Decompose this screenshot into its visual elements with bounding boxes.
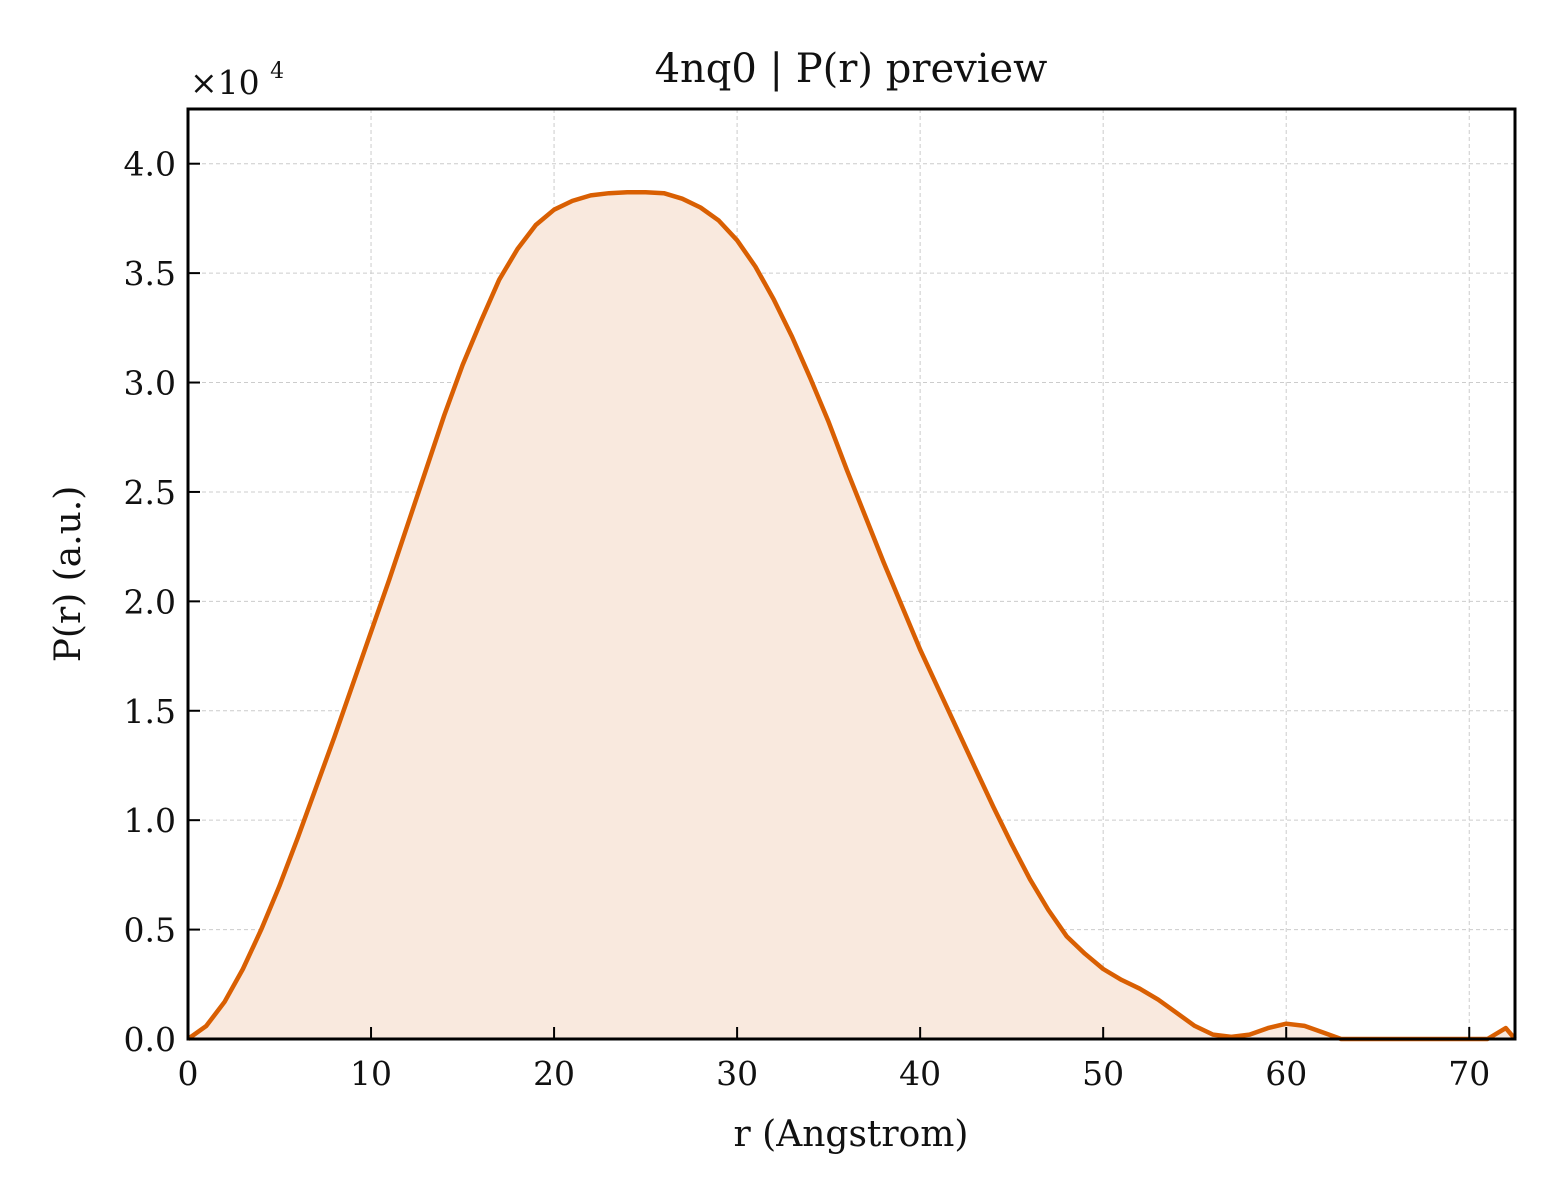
y-tick-label: 3.5 [124,254,176,293]
x-tick-label: 50 [1082,1054,1124,1093]
area-fill [188,192,1515,1039]
y-axis-multiplier: ×10 4 [190,59,284,102]
y-tick-label: 2.0 [124,582,176,621]
x-tick-label: 40 [899,1054,941,1093]
ticks: 0 10 20 30 40 50 60 70 0.0 0.5 1.0 1.5 2.0 2.5 3.0 3.5 4… [124,145,1491,1093]
x-tick-label: 60 [1265,1054,1307,1093]
y-tick-label: 0.5 [124,911,176,950]
x-tick-label: 20 [533,1054,575,1093]
plot-frame [186,107,1517,1041]
x-tick-label: 10 [350,1054,392,1093]
x-tick-label: 0 [178,1054,199,1093]
y-tick-label: 1.5 [124,692,176,731]
x-tick-label: 30 [716,1054,758,1093]
series-line [186,189,1517,1042]
y-tick-label: 2.5 [124,473,176,512]
y-axis-multiplier-exponent: 4 [270,59,284,84]
y-tick-label: 3.0 [124,364,176,403]
y-tick-label: 4.0 [124,145,176,184]
x-axis-label: r (Angstrom) [734,1114,969,1155]
chart-title: 4nq0 | P(r) preview [655,46,1048,92]
y-axis-label: P(r) (a.u.) [48,486,89,663]
y-tick-label: 0.0 [124,1020,176,1059]
y-axis-multiplier-base: ×10 [190,63,260,102]
y-tick-label: 1.0 [124,801,176,840]
x-tick-label: 70 [1448,1054,1490,1093]
